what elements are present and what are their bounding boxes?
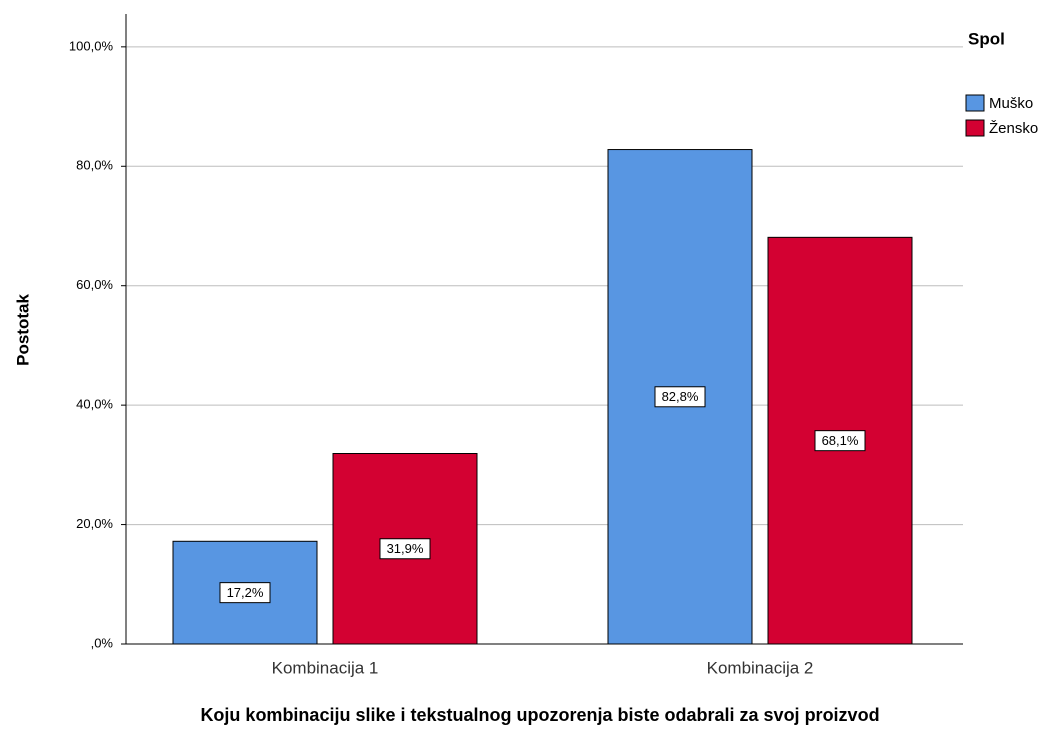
data-label-box	[219, 582, 271, 604]
data-label-box	[814, 430, 866, 452]
data-label: 68,1%	[822, 433, 859, 448]
data-label-box	[379, 538, 431, 560]
y-tick-label: 40,0%	[76, 397, 113, 412]
y-tick-label: ,0%	[91, 635, 114, 650]
legend-title: Spol	[968, 29, 1005, 48]
x-tick-label: Kombinacija 1	[272, 658, 379, 677]
legend-label: Žensko	[989, 120, 1038, 137]
y-axis-label: Postotak	[13, 294, 32, 366]
x-tick-label: Kombinacija 2	[707, 658, 814, 677]
legend-swatch	[965, 119, 985, 137]
legend-swatch	[965, 94, 985, 112]
x-axis-label: Koju kombinaciju slike i tekstualnog upo…	[200, 705, 880, 725]
legend-label: Muško	[989, 95, 1033, 112]
y-tick-label: 100,0%	[69, 38, 114, 53]
data-label: 82,8%	[662, 389, 699, 404]
y-tick-label: 60,0%	[76, 277, 113, 292]
data-label-box	[654, 386, 706, 408]
y-tick-label: 80,0%	[76, 158, 113, 173]
data-label: 31,9%	[387, 541, 424, 556]
data-label: 17,2%	[227, 585, 264, 600]
y-tick-label: 20,0%	[76, 516, 113, 531]
